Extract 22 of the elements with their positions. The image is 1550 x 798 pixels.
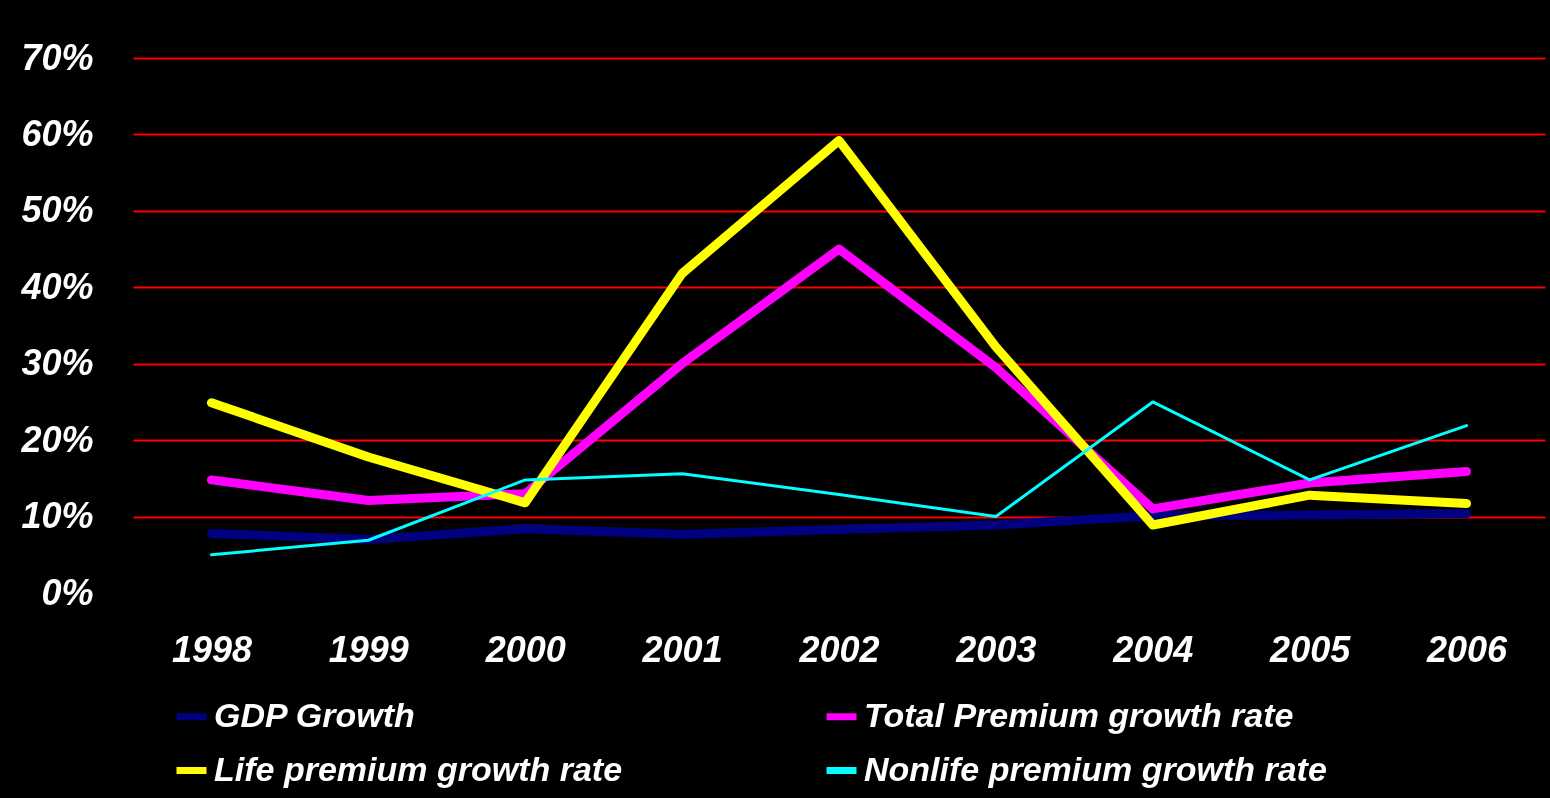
x-tick-label: 2000 — [484, 628, 566, 670]
legend-label: Life premium growth rate — [214, 749, 623, 788]
x-tick-label: 2006 — [1426, 628, 1509, 670]
legend-label: GDP Growth — [214, 695, 415, 734]
y-tick-label: 70% — [21, 36, 94, 78]
x-tick-label: 2002 — [798, 628, 880, 670]
x-tick-label: 2001 — [641, 628, 723, 670]
y-tick-label: 50% — [21, 189, 94, 231]
x-tick-label: 2004 — [1112, 628, 1194, 670]
y-tick-label: 0% — [41, 571, 94, 613]
line-series — [209, 400, 1469, 557]
x-tick-label: 2005 — [1269, 628, 1352, 670]
y-tick-label: 40% — [20, 265, 94, 307]
y-tick-label: 30% — [21, 342, 94, 384]
y-tick-label: 20% — [20, 418, 94, 460]
legend-label: Nonlife premium growth rate — [864, 749, 1327, 788]
x-tick-label: 1998 — [171, 628, 252, 670]
y-tick-label: 10% — [21, 495, 94, 537]
x-tick-label: 1999 — [328, 628, 409, 670]
x-tick-label: 2003 — [955, 628, 1037, 670]
y-tick-label: 60% — [21, 112, 94, 154]
legend-label: Total Premium growth rate — [864, 695, 1294, 734]
